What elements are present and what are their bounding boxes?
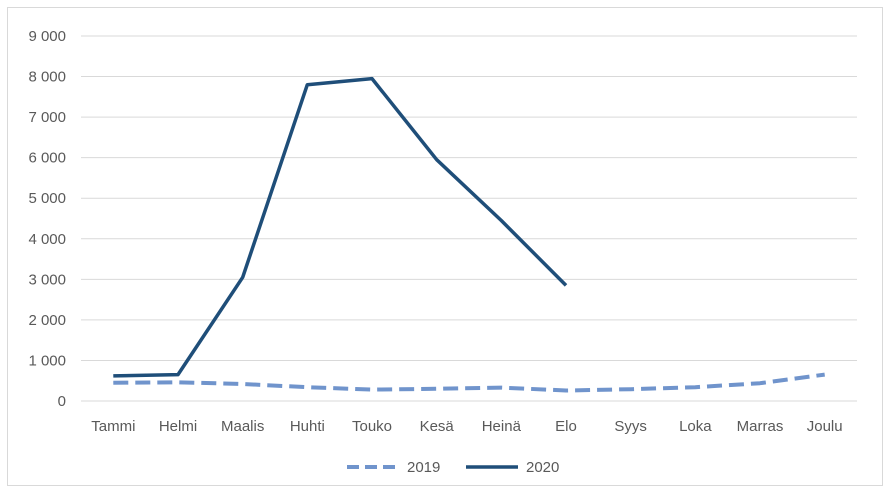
x-tick-label: Joulu bbox=[807, 418, 843, 435]
chart-frame bbox=[7, 7, 883, 486]
series-line-2019 bbox=[113, 372, 825, 393]
y-tick-label: 9 000 bbox=[28, 28, 66, 45]
x-tick-label: Maalis bbox=[221, 418, 264, 435]
x-tick-label: Helmi bbox=[159, 418, 197, 435]
x-tick-label: Loka bbox=[679, 418, 712, 435]
series-line-2020 bbox=[113, 76, 568, 378]
y-tick-label: 3 000 bbox=[28, 271, 66, 288]
gridlines bbox=[81, 35, 857, 402]
series-lines bbox=[113, 76, 825, 393]
y-tick-label: 5 000 bbox=[28, 190, 66, 207]
y-tick-label: 7 000 bbox=[28, 109, 66, 126]
x-tick-label: Kesä bbox=[420, 418, 455, 435]
legend: 2019 2020 bbox=[347, 459, 559, 476]
legend-label-2020: 2020 bbox=[526, 459, 559, 476]
x-tick-label: Touko bbox=[352, 418, 392, 435]
y-tick-label: 1 000 bbox=[28, 352, 66, 369]
x-tick-label: Elo bbox=[555, 418, 577, 435]
y-tick-label: 2 000 bbox=[28, 312, 66, 329]
x-axis-tick-labels: Tammi Helmi Maalis Huhti Touko Kesä Heinä Elo Sy… bbox=[91, 418, 842, 435]
y-tick-label: 8 000 bbox=[28, 69, 66, 86]
y-tick-label: 6 000 bbox=[28, 150, 66, 167]
x-tick-label: Heinä bbox=[482, 418, 522, 435]
y-axis-tick-labels: 0 1 000 2 000 3 000 4 000 5 000 6 000 7 000 8 00… bbox=[28, 28, 66, 410]
x-tick-label: Syys bbox=[614, 418, 647, 435]
x-tick-label: Tammi bbox=[91, 418, 135, 435]
y-tick-label: 0 bbox=[58, 393, 66, 410]
x-tick-label: Marras bbox=[737, 418, 784, 435]
legend-label-2019: 2019 bbox=[407, 459, 440, 476]
x-tick-label: Huhti bbox=[290, 418, 325, 435]
y-tick-label: 4 000 bbox=[28, 231, 66, 248]
